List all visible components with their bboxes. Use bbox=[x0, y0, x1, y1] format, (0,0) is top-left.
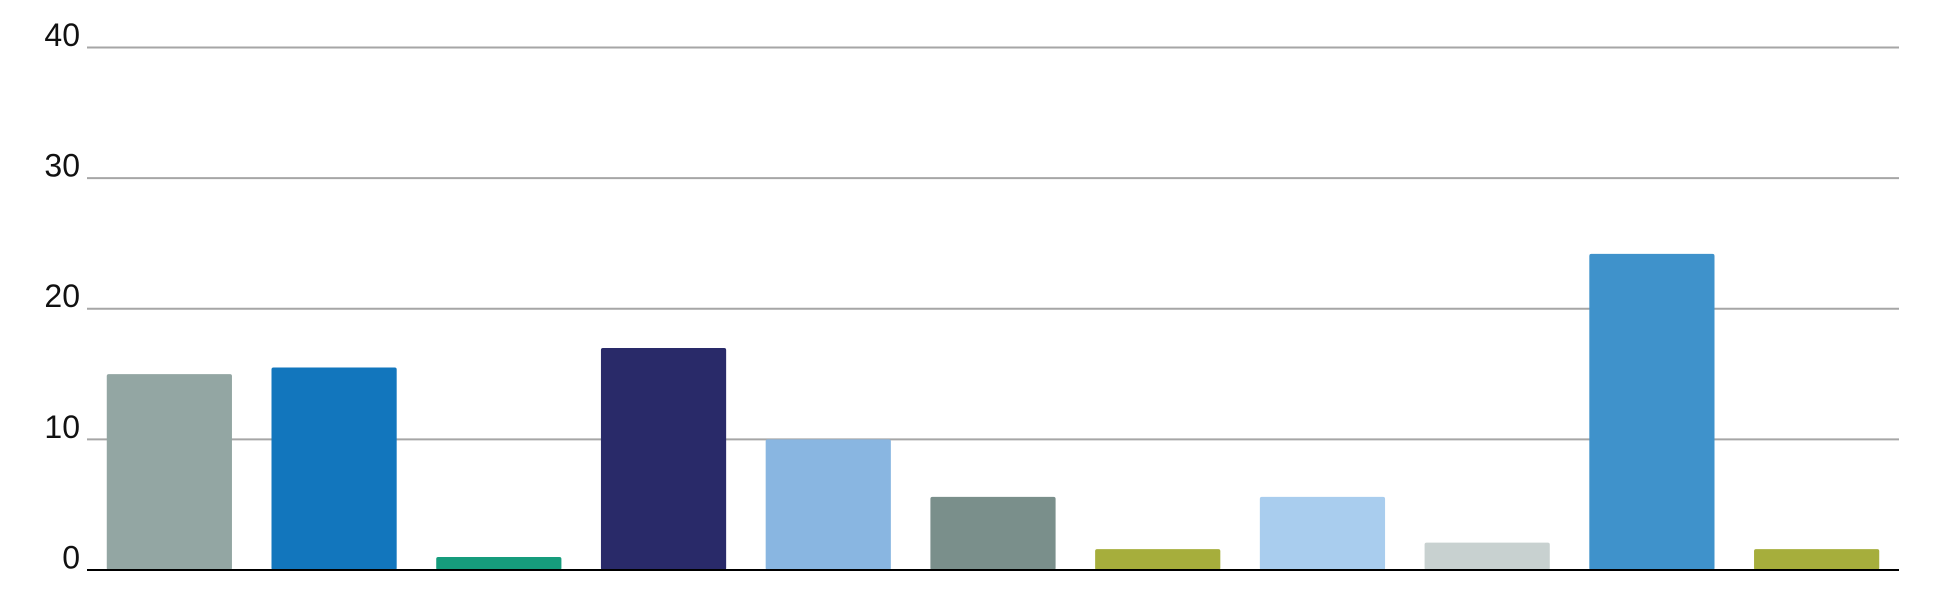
bars bbox=[106, 253, 1880, 570]
bar bbox=[930, 496, 1056, 570]
y-tick-label: 0 bbox=[62, 539, 80, 575]
bar bbox=[765, 439, 891, 570]
bar bbox=[1259, 496, 1386, 570]
bar bbox=[436, 556, 562, 570]
bar bbox=[600, 347, 727, 570]
bar bbox=[1589, 253, 1715, 570]
bar bbox=[1754, 549, 1880, 570]
y-tick-label: 30 bbox=[44, 148, 80, 184]
bar bbox=[1424, 542, 1550, 570]
y-tick-label: 40 bbox=[44, 17, 80, 53]
y-tick-label: 20 bbox=[44, 278, 80, 314]
y-tick-label: 10 bbox=[44, 409, 80, 445]
bar bbox=[106, 374, 232, 570]
bar bbox=[271, 367, 397, 570]
bar bbox=[1095, 549, 1221, 570]
